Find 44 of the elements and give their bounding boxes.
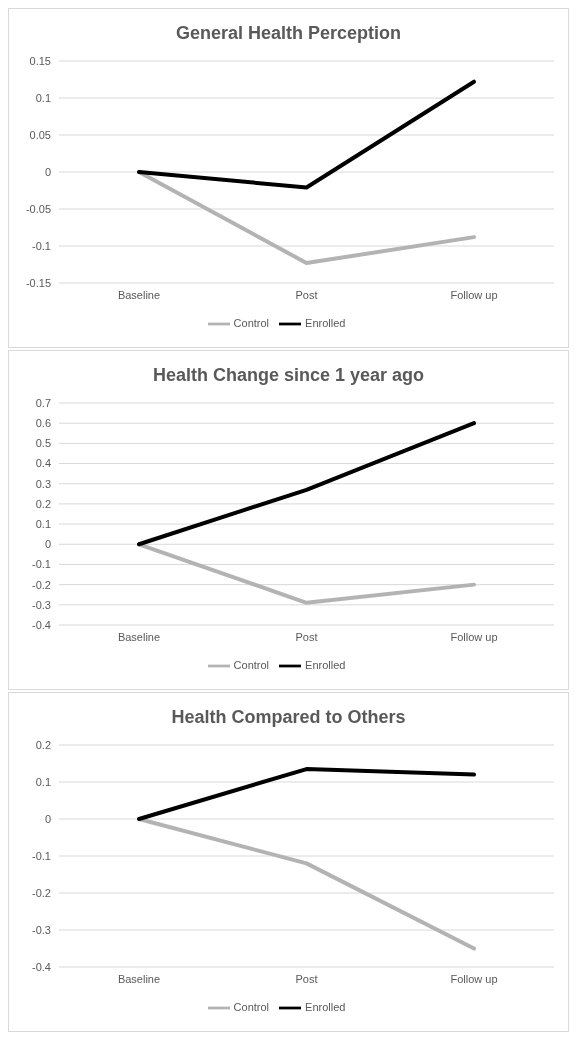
legend-label: Enrolled bbox=[305, 316, 346, 329]
legend-label: Enrolled bbox=[305, 1000, 346, 1013]
y-tick-label: 0.7 bbox=[35, 396, 51, 409]
y-tick-label: -0.4 bbox=[32, 618, 51, 631]
legend-label: Control bbox=[233, 316, 270, 329]
x-tick-label: Baseline bbox=[117, 630, 161, 643]
chart-title: Health Change since 1 year ago bbox=[152, 365, 425, 385]
y-tick-label: 0.2 bbox=[35, 497, 51, 510]
y-tick-label: -0.2 bbox=[32, 578, 51, 591]
y-tick-label: 0 bbox=[44, 812, 51, 825]
y-tick-label: 0.2 bbox=[35, 738, 51, 751]
y-tick-label: 0.3 bbox=[35, 477, 51, 490]
y-tick-label: 0.15 bbox=[29, 54, 51, 67]
y-tick-label: 0.1 bbox=[35, 775, 51, 788]
x-tick-label: Follow up bbox=[450, 630, 498, 643]
legend-label: Control bbox=[233, 658, 270, 671]
x-tick-label: Follow up bbox=[450, 288, 498, 301]
y-tick-label: 0.4 bbox=[35, 457, 51, 470]
y-tick-label: -0.3 bbox=[32, 923, 51, 936]
chart-title: General Health Perception bbox=[175, 23, 402, 43]
y-tick-label: -0.4 bbox=[32, 960, 51, 973]
y-tick-label: -0.2 bbox=[32, 886, 51, 899]
y-tick-label: 0.1 bbox=[35, 518, 51, 530]
y-tick-label: 0.1 bbox=[35, 91, 51, 104]
x-tick-label: Baseline bbox=[117, 288, 161, 301]
x-tick-label: Baseline bbox=[117, 972, 161, 985]
y-tick-label: -0.1 bbox=[32, 239, 51, 252]
x-tick-label: Follow up bbox=[450, 972, 498, 985]
x-tick-label: Post bbox=[295, 288, 318, 301]
y-tick-label: 0.6 bbox=[35, 417, 51, 430]
chart-title: Health Compared to Others bbox=[171, 707, 406, 727]
y-tick-label: 0.05 bbox=[29, 128, 51, 141]
y-tick-label: -0.1 bbox=[32, 849, 51, 862]
x-tick-label: Post bbox=[295, 630, 318, 643]
y-tick-label: -0.3 bbox=[32, 598, 51, 611]
x-tick-label: Post bbox=[295, 972, 318, 985]
y-tick-label: 0 bbox=[44, 165, 51, 178]
legend-label: Control bbox=[233, 1000, 270, 1013]
y-tick-label: 0 bbox=[44, 538, 51, 551]
y-tick-label: 0.5 bbox=[35, 437, 51, 450]
legend-label: Enrolled bbox=[305, 658, 346, 671]
y-tick-label: -0.05 bbox=[25, 202, 51, 215]
y-tick-label: -0.1 bbox=[32, 558, 51, 571]
y-tick-label: -0.15 bbox=[25, 276, 51, 289]
